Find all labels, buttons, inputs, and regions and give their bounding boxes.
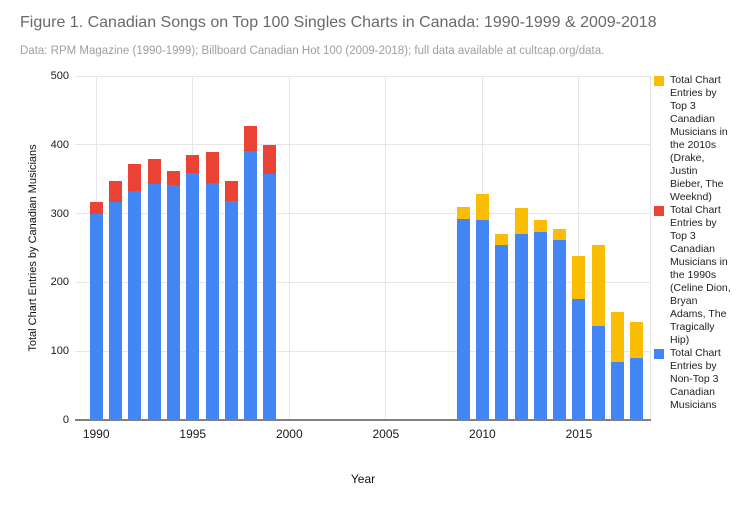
y-gridline [75,75,651,77]
legend-swatch [654,76,664,86]
bar-segment [475,220,489,420]
y-gridline [75,281,651,283]
bar-segment [553,240,567,420]
bar-segment [128,190,142,420]
y-tick-label: 200 [50,276,69,289]
bar-segment [186,155,200,174]
legend: Total Chart Entries by Top 3 Canadian Mu… [654,74,750,412]
bar-segment [514,234,528,420]
plot-area [75,75,651,421]
bar-segment [89,213,103,420]
bar-segment [514,208,528,235]
y-axis-title: Total Chart Entries by Canadian Musician… [27,144,39,352]
chart-title: Figure 1. Canadian Songs on Top 100 Sing… [20,14,657,31]
bar-segment [553,228,567,241]
bar-segment [630,358,644,420]
bar-segment [205,182,219,420]
legend-entry-top3-1990s: Total Chart Entries by Top 3 Canadian Mu… [654,204,750,347]
bar-segment [495,244,509,420]
x-tick-label: 2010 [469,427,496,441]
legend-label: Total Chart Entries by Top 3 Canadian Mu… [670,74,728,203]
bar-segment [263,173,277,420]
x-gridline [578,76,580,420]
x-tick-label: 2000 [275,427,303,441]
y-tick-label: 100 [50,345,69,358]
x-tick-label: 2015 [565,427,593,441]
x-tick-label: 1995 [179,427,207,441]
bar-segment [456,219,470,420]
x-tick-label: 1990 [82,427,110,441]
y-gridline [75,350,651,352]
bar-segment [591,326,605,420]
bar-segment [186,173,200,420]
bar-segment [630,322,644,359]
bar-segment [166,185,180,420]
bar-segment [128,164,142,191]
y-tick-label: 500 [50,70,69,82]
x-tick-label: 2005 [372,427,400,441]
bar-segment [89,201,103,214]
bar-segment [224,181,238,201]
y-gridline [75,144,651,146]
bar-segment [109,201,122,420]
bar-segment [109,181,122,202]
bar-segment [572,298,586,420]
x-axis-title: Year [350,472,376,486]
bar-segment [533,219,547,233]
x-axis-line [75,419,651,421]
plot-right-border [650,76,651,420]
bar-segment [611,361,625,420]
legend-label: Total Chart Entries by Top 3 Canadian Mu… [670,204,731,346]
y-tick-label: 400 [50,138,69,151]
bar-segment [475,194,489,221]
y-tick-label: 0 [62,414,69,426]
bar-segment [611,312,625,362]
bar-segment [591,244,605,327]
legend-label: Total Chart Entries by Non-Top 3 Canadia… [670,347,721,411]
bar-segment [244,126,258,151]
legend-swatch [654,349,664,359]
bar-segment [533,232,547,420]
bar-segment [495,233,509,245]
bar-segment [147,184,161,420]
bar-segment [244,151,258,420]
chart-subtitle: Data: RPM Magazine (1990-1999); Billboar… [20,45,605,57]
legend-entry-non-top3: Total Chart Entries by Non-Top 3 Canadia… [654,347,750,412]
bar-segment [572,256,586,299]
bar-segment [456,206,470,220]
bar-segment [147,158,161,185]
legend-swatch [654,206,664,216]
bar-segment [224,200,238,420]
y-gridline [75,213,651,215]
x-gridline [385,76,387,420]
bar-segment [205,151,219,183]
y-tick-label: 300 [50,207,69,220]
bar-segment [263,144,277,174]
bar-segment [166,170,180,186]
x-gridline [288,76,290,420]
legend-entry-top3-2010s: Total Chart Entries by Top 3 Canadian Mu… [654,74,750,204]
